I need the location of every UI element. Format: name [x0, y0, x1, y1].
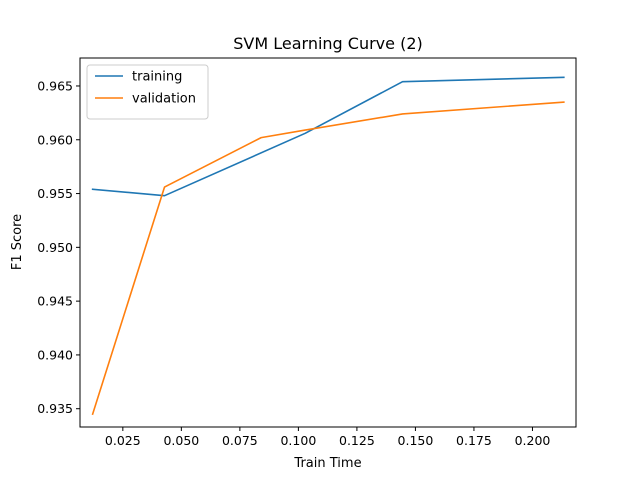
- plot-area: [91, 76, 565, 416]
- legend-label-training: training: [132, 70, 182, 85]
- y-tick-label: 0.940: [37, 347, 73, 362]
- legend-box: [86, 64, 209, 120]
- x-tick-label: 0.200: [515, 433, 551, 448]
- series-line-training: [91, 76, 565, 197]
- x-axis: 0.025 0.050 0.075 0.100 0.125 0.150 0.175 0.200: [105, 427, 550, 448]
- x-tick-label: 0.125: [339, 433, 375, 448]
- x-tick-label: 0.025: [105, 433, 141, 448]
- x-tick-label: 0.075: [222, 433, 258, 448]
- legend-label-validation: validation: [132, 92, 196, 107]
- x-tick-label: 0.150: [398, 433, 434, 448]
- axes-frame: [79, 57, 577, 428]
- chart-title: SVM Learning Curve (2): [233, 34, 423, 53]
- series-line-validation: [91, 101, 565, 416]
- y-tick-label: 0.950: [37, 240, 73, 255]
- y-tick-label: 0.935: [37, 401, 73, 416]
- y-tick-label: 0.945: [37, 294, 73, 309]
- y-axis: 0.935 0.940 0.945 0.950 0.955 0.960 0.965: [37, 78, 80, 416]
- y-tick-label: 0.960: [37, 132, 73, 147]
- y-tick-label: 0.955: [37, 186, 73, 201]
- y-tick-label: 0.965: [37, 78, 73, 93]
- x-tick-label: 0.175: [456, 433, 492, 448]
- x-tick-label: 0.050: [163, 433, 199, 448]
- x-axis-label: Train Time: [293, 456, 361, 471]
- x-tick-label: 0.100: [280, 433, 316, 448]
- y-axis-label: F1 Score: [10, 214, 25, 270]
- legend: training validation: [86, 64, 209, 120]
